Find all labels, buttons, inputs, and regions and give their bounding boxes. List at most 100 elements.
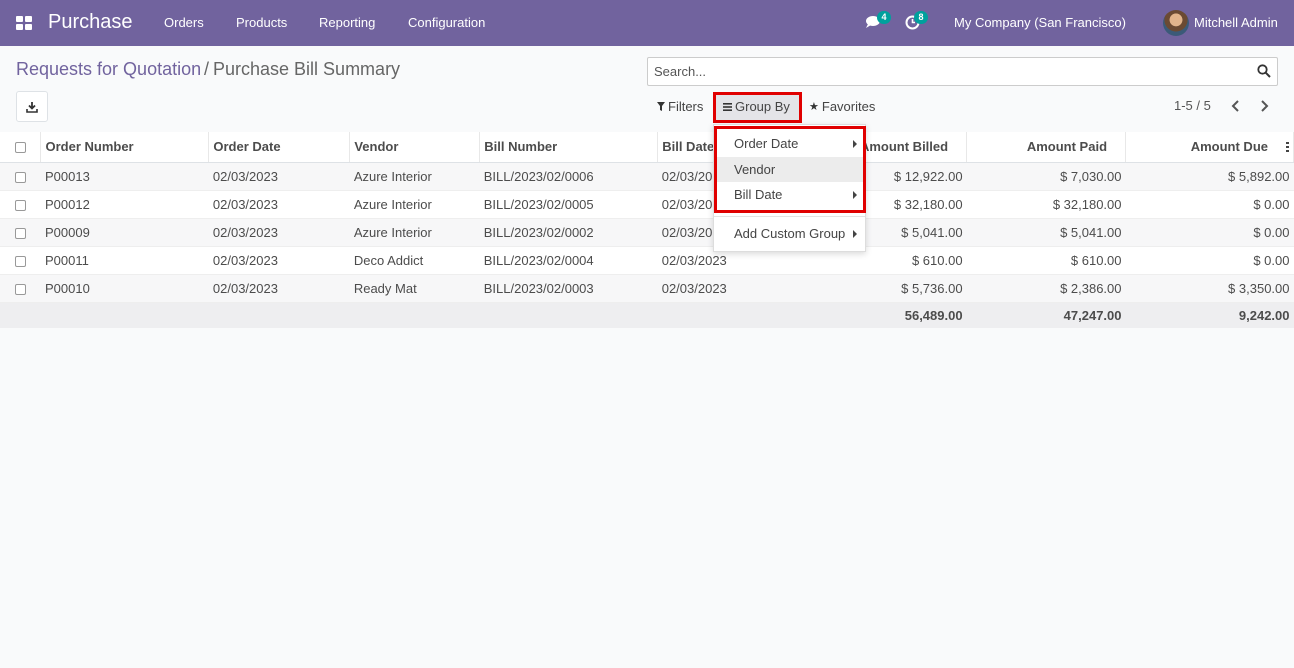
add-custom-group[interactable]: Add Custom Group <box>714 221 865 246</box>
pager-next-icon[interactable] <box>1257 98 1271 114</box>
group-by-button[interactable]: Group By <box>715 92 799 121</box>
list-icon <box>723 102 732 111</box>
cell-amount-paid: $ 32,180.00 <box>966 190 1126 219</box>
table-row[interactable]: P00011 02/03/2023 Deco Addict BILL/2023/… <box>0 246 1294 275</box>
row-select-cell <box>0 190 41 219</box>
cell-amount-paid: $ 7,030.00 <box>966 162 1126 191</box>
page-title: Purchase Bill Summary <box>213 59 401 79</box>
cell-amount-due: $ 0.00 <box>1125 190 1294 219</box>
cell-amount-due: $ 5,892.00 <box>1125 162 1294 191</box>
row-select-cell <box>0 274 41 303</box>
totals-spacer <box>208 302 350 328</box>
search-icon[interactable] <box>1257 64 1271 78</box>
breadcrumb-parent[interactable]: Requests for Quotation <box>16 59 202 79</box>
table-row[interactable]: P00012 02/03/2023 Azure Interior BILL/20… <box>0 190 1294 219</box>
row-checkbox[interactable] <box>14 283 26 295</box>
filters-button[interactable]: Filters <box>647 92 711 121</box>
menu-configuration[interactable]: Configuration <box>408 15 486 30</box>
favorites-label: Favorites <box>821 99 876 114</box>
table-row[interactable]: P00009 02/03/2023 Azure Interior BILL/20… <box>0 218 1294 247</box>
group-by-dropdown: Order Date Vendor Bill Date Add Custom G… <box>713 124 866 252</box>
cell-order-date: 02/03/2023 <box>208 162 350 191</box>
table-row[interactable]: P00013 02/03/2023 Azure Interior BILL/20… <box>0 162 1294 191</box>
row-checkbox[interactable] <box>14 255 26 267</box>
cell-amount-paid: $ 2,386.00 <box>966 274 1126 303</box>
col-vendor[interactable]: Vendor <box>349 132 481 163</box>
cell-bill-number: BILL/2023/02/0006 <box>479 162 658 191</box>
cell-order-date: 02/03/2023 <box>208 246 350 275</box>
cell-bill-date: 02/03/2023 <box>657 274 806 303</box>
cell-order-date: 02/03/2023 <box>208 190 350 219</box>
cell-order-number: P00011 <box>40 246 209 275</box>
cell-order-number: P00013 <box>40 162 209 191</box>
messages-badge: 4 <box>877 11 891 24</box>
group-by-label: Group By <box>735 99 790 114</box>
row-select-cell <box>0 162 41 191</box>
row-select-cell <box>0 218 41 247</box>
group-by-bill-date[interactable]: Bill Date <box>714 182 865 207</box>
menu-reporting[interactable]: Reporting <box>319 15 376 30</box>
col-amount-paid[interactable]: Amount Paid <box>966 132 1127 163</box>
caret-right-icon <box>853 230 857 238</box>
col-bill-number[interactable]: Bill Number <box>479 132 659 163</box>
col-amount-due: Amount Due <box>1190 139 1268 155</box>
total-amount-billed: 56,489.00 <box>805 302 967 328</box>
row-checkbox[interactable] <box>14 199 26 211</box>
cell-order-date: 02/03/2023 <box>208 274 350 303</box>
caret-right-icon <box>853 191 857 199</box>
select-all-checkbox[interactable] <box>14 142 26 154</box>
cell-amount-billed: $ 610.00 <box>805 246 967 275</box>
cell-vendor: Azure Interior <box>349 190 480 219</box>
filter-icon <box>657 102 665 111</box>
chat-icon[interactable] <box>864 15 881 29</box>
table-row[interactable]: P00010 02/03/2023 Ready Mat BILL/2023/02… <box>0 274 1294 303</box>
cell-vendor: Ready Mat <box>349 274 480 303</box>
filters-label: Filters <box>668 99 704 114</box>
total-amount-due: 9,242.00 <box>1125 302 1294 328</box>
user-avatar[interactable] <box>1163 10 1189 36</box>
cell-order-number: P00009 <box>40 218 209 247</box>
group-by-vendor[interactable]: Vendor <box>714 157 865 182</box>
download-button[interactable] <box>16 91 48 122</box>
apps-menu-icon[interactable] <box>16 16 32 30</box>
top-navbar: Purchase Orders Products Reporting Confi… <box>0 0 1294 46</box>
col-order-number[interactable]: Order Number <box>40 132 210 163</box>
cell-order-number: P00012 <box>40 190 209 219</box>
menu-orders[interactable]: Orders <box>164 15 204 30</box>
company-switcher[interactable]: My Company (San Francisco) <box>954 15 1126 30</box>
search-bar <box>647 57 1278 86</box>
cell-amount-due: $ 3,350.00 <box>1125 274 1294 303</box>
cell-order-number: P00010 <box>40 274 209 303</box>
menu-products[interactable]: Products <box>236 15 288 30</box>
cell-bill-number: BILL/2023/02/0003 <box>479 274 658 303</box>
activities-badge: 8 <box>914 11 928 24</box>
totals-spacer <box>40 302 209 328</box>
row-checkbox[interactable] <box>14 171 26 183</box>
caret-right-icon <box>853 140 857 148</box>
favorites-button[interactable]: ★ Favorites <box>802 92 885 121</box>
row-select-cell <box>0 246 41 275</box>
col-amount-due-cell[interactable]: Amount Due <box>1125 132 1294 163</box>
optional-columns-icon[interactable] <box>1286 142 1289 154</box>
cell-order-date: 02/03/2023 <box>208 218 350 247</box>
group-by-order-date[interactable]: Order Date <box>714 131 865 156</box>
totals-spacer <box>349 302 480 328</box>
group-by-vendor-label: Vendor <box>734 162 776 177</box>
bill-summary-table: Order Number Order Date Vendor Bill Numb… <box>0 132 1294 328</box>
app-name[interactable]: Purchase <box>48 11 133 33</box>
star-icon: ★ <box>809 101 819 113</box>
col-order-date[interactable]: Order Date <box>208 132 351 163</box>
table-header: Order Number Order Date Vendor Bill Numb… <box>0 132 1294 163</box>
totals-spacer <box>0 302 41 328</box>
cell-bill-number: BILL/2023/02/0002 <box>479 218 658 247</box>
search-input[interactable] <box>648 58 1248 85</box>
user-menu[interactable]: Mitchell Admin <box>1194 15 1278 30</box>
cell-vendor: Azure Interior <box>349 162 480 191</box>
breadcrumb-separator: / <box>204 59 210 79</box>
cell-vendor: Deco Addict <box>349 246 480 275</box>
pager-value[interactable]: 1-5 / 5 <box>1174 98 1211 113</box>
totals-row: 56,489.00 47,247.00 9,242.00 <box>0 302 1294 328</box>
pager-previous-icon[interactable] <box>1229 98 1243 114</box>
row-checkbox[interactable] <box>14 227 26 239</box>
cell-amount-billed: $ 5,736.00 <box>805 274 967 303</box>
